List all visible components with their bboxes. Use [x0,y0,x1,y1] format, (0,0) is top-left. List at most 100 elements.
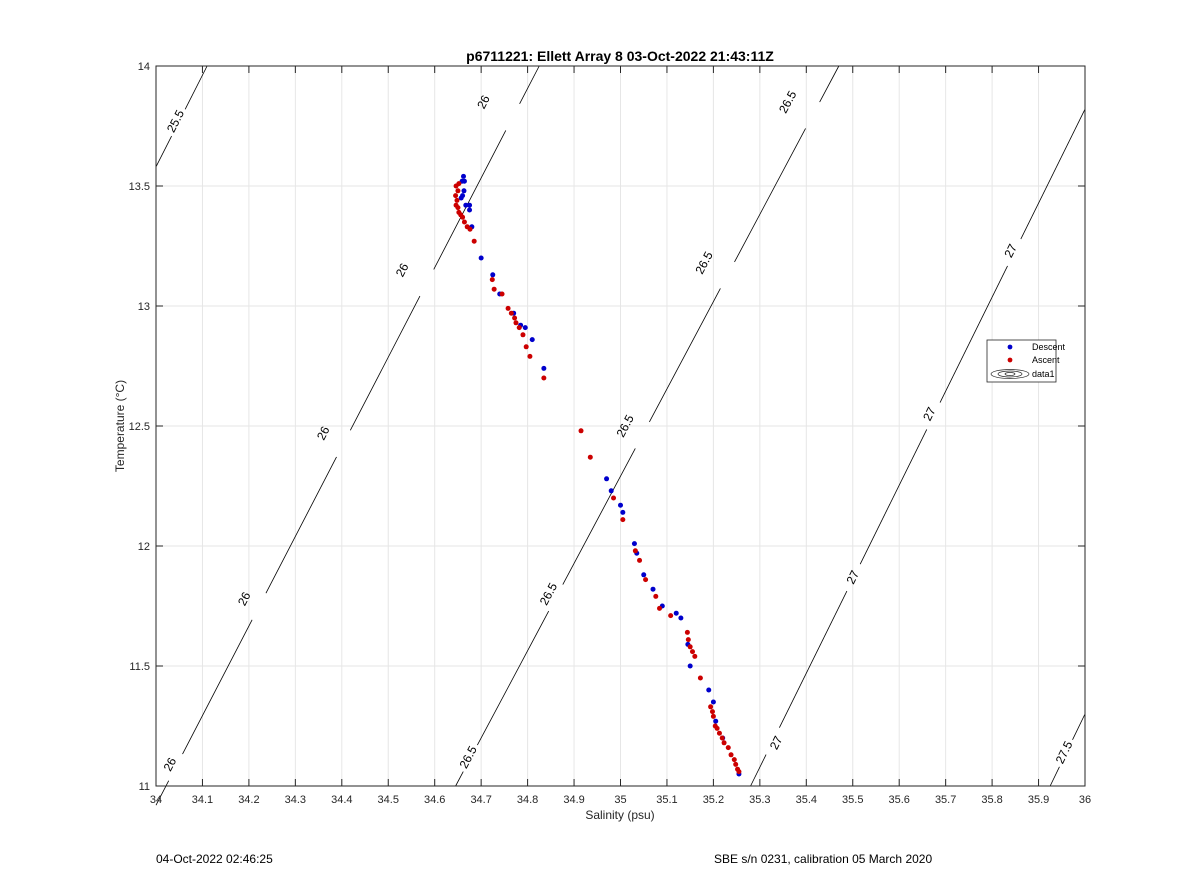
data-point-ascent [523,344,529,350]
x-tick-label: 34.1 [192,794,213,806]
data-point-ascent [454,197,460,203]
chart-title: p6711221: Ellett Array 8 03-Oct-2022 21:… [466,48,774,64]
data-point-ascent [587,454,593,460]
isopycnal-label: 26 [393,261,412,280]
x-tick-label: 34.2 [238,794,259,806]
data-point-ascent [460,214,466,220]
isopycnal-line-26 [265,456,337,594]
isopycnal-line-27 [779,590,848,728]
data-point-ascent [685,637,691,643]
data-point-ascent [708,704,714,710]
data-point-descent [467,207,473,213]
data-point-ascent [689,649,695,655]
isopycnal-line-27 [750,754,767,787]
x-tick-label: 35.5 [842,794,863,806]
isopycnal-label: 27 [1001,241,1020,259]
data-point-ascent [578,428,584,434]
data-point-ascent [541,375,547,381]
x-tick-label: 36 [1079,794,1091,806]
x-tick-label: 34.5 [378,794,399,806]
isopycnal-label: 27 [844,568,863,586]
data-point-descent [631,541,637,547]
x-tick-label: 35.6 [888,794,909,806]
data-point-ascent [505,305,511,311]
x-tick-label: 34.8 [517,794,538,806]
data-point-descent [713,718,719,724]
data-point-ascent [687,644,693,650]
data-point-descent [608,488,614,494]
isopycnal-line-26 [519,65,540,105]
data-point-ascent [520,332,526,338]
legend-label-descent: Descent [1032,342,1066,352]
isopycnal-line-26-5 [649,288,721,423]
data-point-ascent [684,629,690,635]
isopycnal-line-26-5 [477,610,550,746]
data-point-descent [678,615,684,621]
data-point-ascent [512,315,518,321]
data-point-descent [541,365,547,371]
legend-marker-ascent [1007,357,1013,363]
data-point-descent [650,586,656,592]
data-point-ascent [721,740,727,746]
isopycnal-line-26-5 [562,448,636,585]
data-point-descent [463,202,469,208]
x-tick-label: 35.2 [703,794,724,806]
isopycnal-label: 26 [474,93,493,112]
data-point-ascent [455,188,461,194]
data-point-ascent [731,757,737,763]
x-tick-label: 35.3 [749,794,770,806]
y-tick-label: 14 [138,61,150,73]
data-point-ascent [489,277,495,283]
isopycnal-line-26 [349,295,421,431]
x-tick-label: 35.1 [656,794,677,806]
x-tick-label: 34.3 [285,794,306,806]
data-point-ascent [491,286,497,292]
x-tick-label: 34 [150,794,162,806]
data-point-ascent [611,495,617,501]
legend-marker-descent [1007,344,1013,350]
isopycnal-label: 26 [235,589,254,608]
data-point-ascent [657,605,663,611]
legend: Descent Ascent data1 [986,339,1066,383]
x-tick-label: 35.7 [935,794,956,806]
data-point-ascent [728,752,734,758]
isopycnal-label: 27 [767,733,786,751]
data-point-ascent [513,320,519,326]
data-point-descent [458,195,464,201]
isopycnal-line-26 [182,619,253,755]
x-tick-label: 34.4 [331,794,352,806]
y-tick-label: 13.5 [129,181,150,193]
data-point-ascent [637,557,643,563]
isopycnal-line-26-5 [819,65,840,103]
y-tick-label: 13 [138,301,150,313]
data-point-ascent [471,238,477,244]
data-point-descent [460,173,466,179]
data-point-ascent [461,219,467,225]
data-point-descent [522,325,528,331]
y-tick-label: 12.5 [129,421,150,433]
x-tick-label: 35.9 [1028,794,1049,806]
isopycnal-label: 26 [161,755,180,774]
x-tick-label: 34.7 [470,794,491,806]
x-tick-label: 34.9 [563,794,584,806]
legend-label-data1: data1 [1032,369,1055,379]
footer-timestamp: 04-Oct-2022 02:46:25 [156,852,273,866]
data-point-ascent [467,226,473,232]
data-point-ascent [516,325,522,331]
isopycnal-line-27 [939,265,1008,403]
x-tick-label: 35.8 [981,794,1002,806]
isopycnal-line-27 [1020,109,1086,240]
data-point-descent [710,699,716,705]
data-point-descent [461,188,467,194]
isopycnal-label: 27 [920,405,939,423]
isopycnal-line-26 [433,130,507,270]
data-point-ascent [714,725,720,731]
data-point-descent [461,178,467,184]
data-point-ascent [453,193,459,199]
data-point-ascent [632,548,638,554]
data-point-ascent [709,709,715,715]
x-tick-label: 35.4 [796,794,817,806]
data-point-ascent [453,183,459,189]
